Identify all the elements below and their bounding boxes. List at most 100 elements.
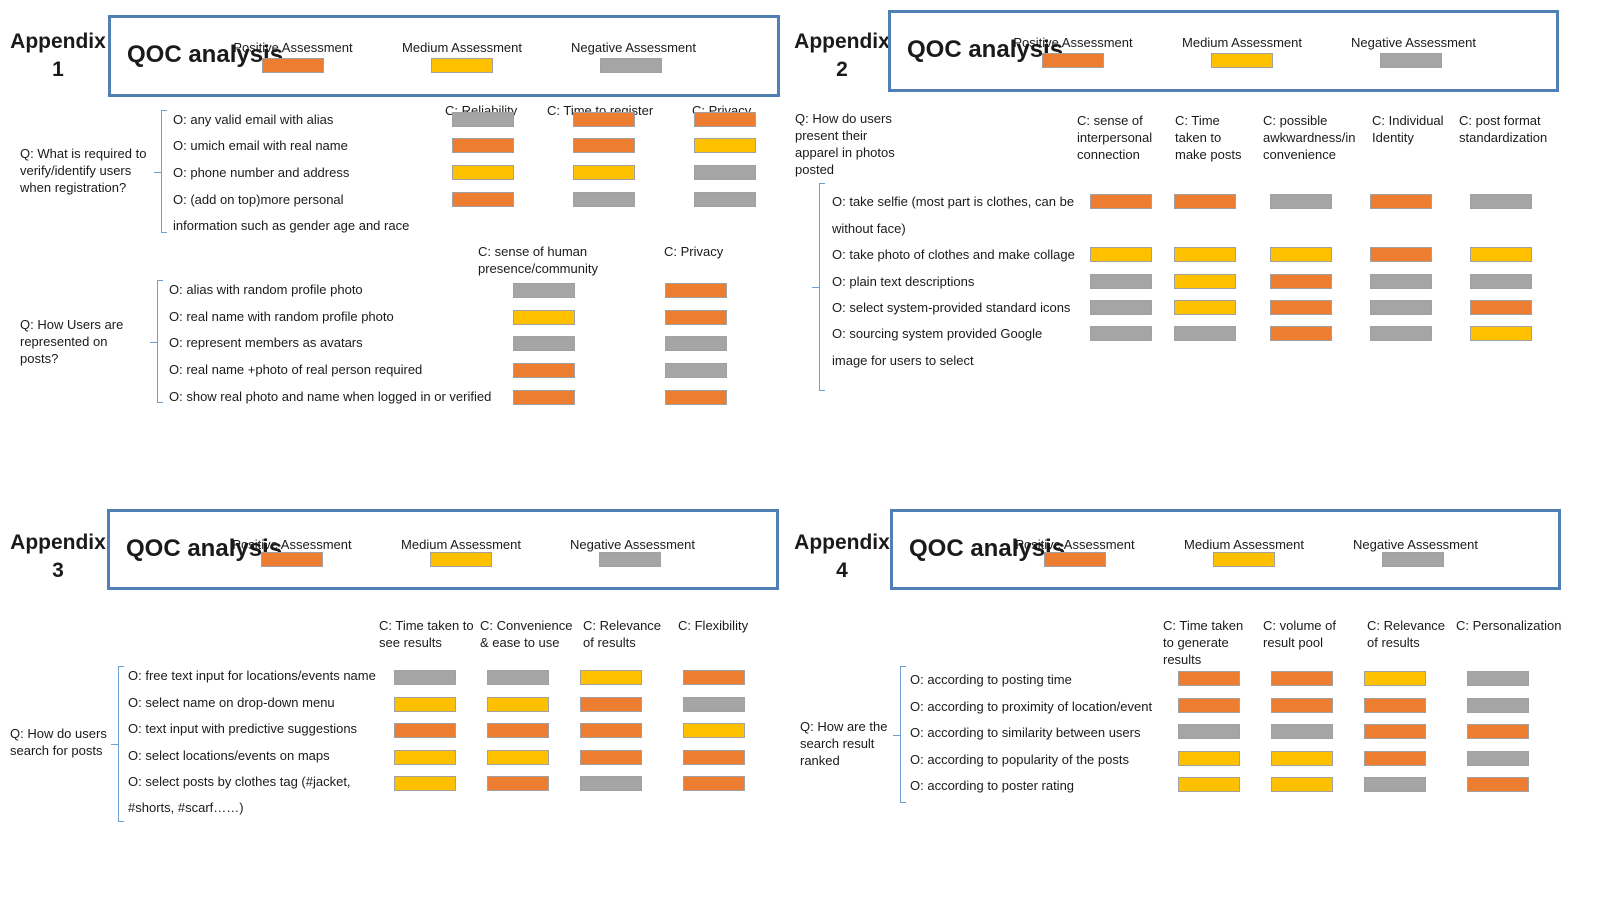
legend-positive-swatch	[1042, 53, 1104, 68]
panel3-group1-rating-o3-c4	[683, 723, 745, 738]
panel4-group1-rating-o4-c2	[1271, 751, 1333, 766]
panel3-group1-rating-o1-c4	[683, 670, 745, 685]
panel3-group1-rating-o5-c3	[580, 776, 642, 791]
panel4-group1-rating-o1-c4	[1467, 671, 1529, 686]
panel2-group1-criterion-2: C: Time taken to make posts	[1175, 113, 1242, 162]
panel2-group1-rating-o4-c3	[1270, 300, 1332, 315]
appendix-number: 4	[836, 559, 848, 582]
appendix-number: 3	[52, 559, 64, 582]
panel4-group1-rating-o3-c1	[1178, 724, 1240, 739]
panel2-group1-rating-o3-c1	[1090, 274, 1152, 289]
panel4-group1-rating-o3-c2	[1271, 724, 1333, 739]
panel4-group1-rating-o5-c2	[1271, 777, 1333, 792]
panel4-group1-rating-o4-c1	[1178, 751, 1240, 766]
panel3-group1-criterion-1: C: Time taken to see results	[379, 618, 474, 650]
panel2-group1-brace	[812, 183, 825, 391]
panel3-group1-rating-o3-c2	[487, 723, 549, 738]
legend-medium-label: Medium Assessment	[402, 40, 522, 55]
qoc-title: QOC analysis	[909, 535, 1066, 562]
panel2-group1-criterion-5: C: post format standardization	[1459, 113, 1548, 145]
panel4-group1-rating-o2-c2	[1271, 698, 1333, 713]
panel2-appendix-label: Appendix 2	[792, 28, 892, 84]
panel3-group1-rating-o2-c1	[394, 697, 456, 712]
legend-medium-label: Medium Assessment	[1184, 537, 1304, 552]
panel1-group1-rating-o3-c1	[452, 165, 514, 180]
panel1-group2-brace	[150, 280, 163, 403]
panel2-group1-rating-o2-c1	[1090, 247, 1152, 262]
panel2-group1-option-1-line2: without face)	[832, 221, 906, 236]
panel2-group1-rating-o5-c5	[1470, 326, 1532, 341]
panel3-group1-rating-o3-c3	[580, 723, 642, 738]
panel2-group1-option-4: O: select system-provided standard icons	[832, 300, 1071, 315]
panel1-group2-rating-o1-c1	[513, 283, 575, 298]
panel3-group1-rating-o1-c2	[487, 670, 549, 685]
legend-negative-swatch	[1380, 53, 1442, 68]
legend-negative-label: Negative Assessment	[1351, 35, 1477, 50]
panel4-group1-rating-o5-c1	[1178, 777, 1240, 792]
panel4-group1-criterion-4: C: Personalization	[1456, 618, 1562, 633]
appendix-word: Appendix	[794, 30, 890, 53]
panel3-group1-option-4: O: select locations/events on maps	[128, 748, 330, 763]
panel2-group1-option-2: O: take photo of clothes and make collag…	[832, 247, 1075, 262]
panel2-group1-rating-o2-c2	[1174, 247, 1236, 262]
panel2-group1-rating-o5-c3	[1270, 326, 1332, 341]
qoc-title: QOC analysis	[126, 535, 283, 562]
panel3-group1-rating-o2-c3	[580, 697, 642, 712]
panel4-group1-question: Q: How are the search result ranked	[800, 719, 888, 768]
legend-positive-swatch	[261, 552, 323, 567]
panel1-group1-rating-o1-c2	[573, 112, 635, 127]
panel4-group1-option-4: O: according to popularity of the posts	[910, 752, 1129, 767]
panel4-group1-option-5: O: according to poster rating	[910, 778, 1075, 793]
panel1-group1-rating-o4-c1	[452, 192, 514, 207]
panel2-group1-rating-o1-c2	[1174, 194, 1236, 209]
panel2-group1-option-5-line2: image for users to select	[832, 353, 974, 368]
panel4-group1-option-1: O: according to posting time	[910, 672, 1072, 687]
panel3-group1-option-1: O: free text input for locations/events …	[128, 668, 376, 683]
legend-positive-swatch	[1044, 552, 1106, 567]
panel2-group1-option-3: O: plain text descriptions	[832, 274, 975, 289]
panel1-group1-brace	[154, 110, 167, 233]
legend-negative-swatch	[599, 552, 661, 567]
panel2-group1-rating-o2-c4	[1370, 247, 1432, 262]
panel3-group1-option-2: O: select name on drop-down menu	[128, 695, 335, 710]
panel2-group1-rating-o4-c2	[1174, 300, 1236, 315]
panel2-group1-rating-o1-c5	[1470, 194, 1532, 209]
panel1-group2-option-2: O: real name with random profile photo	[169, 309, 394, 324]
panel1-group2-option-4: O: real name +photo of real person requi…	[169, 362, 423, 377]
legend-negative-swatch	[1382, 552, 1444, 567]
appendix-number: 2	[836, 58, 848, 81]
legend-negative-label: Negative Assessment	[570, 537, 696, 552]
panel4-group1-rating-o1-c3	[1364, 671, 1426, 686]
panel2-group1-rating-o3-c2	[1174, 274, 1236, 289]
panel2-group1-rating-o3-c4	[1370, 274, 1432, 289]
panel2-group1-option-5: O: sourcing system provided Google	[832, 326, 1043, 341]
panel1-group2-option-5: O: show real photo and name when logged …	[169, 389, 492, 404]
panel1-group2-criterion-1: C: sense of human presence/community	[478, 244, 598, 276]
panel1-group2-rating-o5-c1	[513, 390, 575, 405]
panel3-appendix-label: Appendix 3	[8, 529, 108, 585]
panel2-group1-rating-o4-c4	[1370, 300, 1432, 315]
panel3-group1-rating-o1-c1	[394, 670, 456, 685]
panel2-group1-rating-o1-c3	[1270, 194, 1332, 209]
panel2-group1-option-1: O: take selfie (most part is clothes, ca…	[832, 194, 1075, 209]
panel1-group1-option-4: O: (add on top)more personal	[173, 192, 344, 207]
panel2-group1-rating-o5-c4	[1370, 326, 1432, 341]
panel2-group1-rating-o5-c1	[1090, 326, 1152, 341]
legend-medium-swatch	[1213, 552, 1275, 567]
panel1-group1-rating-o1-c3	[694, 112, 756, 127]
panel3-group1-rating-o5-c1	[394, 776, 456, 791]
panel4-group1-option-3: O: according to similarity between users	[910, 725, 1141, 740]
panel3-group1-criterion-2: C: Convenience & ease to use	[480, 618, 573, 650]
appendix-word: Appendix	[10, 30, 106, 53]
panel3-group1-question: Q: How do users search for posts	[10, 726, 107, 758]
legend-medium-swatch	[1211, 53, 1273, 68]
panel2-group1-rating-o5-c2	[1174, 326, 1236, 341]
legend-medium-swatch	[430, 552, 492, 567]
legend-positive-label: Positive Assessment	[1013, 35, 1133, 50]
legend-negative-label: Negative Assessment	[1353, 537, 1479, 552]
panel3-group1-rating-o3-c1	[394, 723, 456, 738]
panel4-group1-rating-o2-c4	[1467, 698, 1529, 713]
panel1-group2-option-3: O: represent members as avatars	[169, 335, 363, 350]
panel2-group1-rating-o2-c3	[1270, 247, 1332, 262]
panel2-legend-box: QOC analysis Positive Assessment Medium As…	[888, 10, 1559, 92]
